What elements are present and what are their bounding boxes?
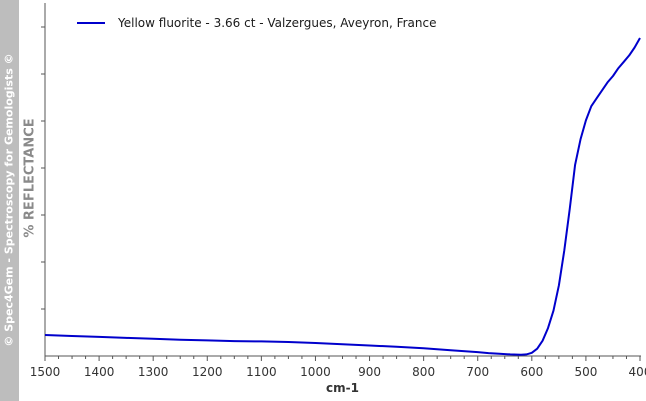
x-axis-label: cm-1 [326,381,359,395]
series-line [44,37,641,356]
legend: Yellow fluorite - 3.66 ct - Valzergues, … [77,16,436,30]
x-tick-label: 600 [520,365,543,379]
axes [44,3,641,357]
x-tick-label: 1200 [192,365,223,379]
x-tick-label: 500 [574,365,597,379]
x-tick-label: 900 [358,365,381,379]
x-tick-label: 1000 [300,365,331,379]
x-tick-label: 800 [412,365,435,379]
x-ticks: 1500 1400 1300 1200 1100 1000 900 800 700 600 500 4… [30,356,646,379]
legend-label: Yellow fluorite - 3.66 ct - Valzergues, … [117,16,436,30]
x-tick-label: 1500 [30,365,61,379]
x-tick-label: 1100 [246,365,277,379]
x-tick-label: 1300 [138,365,169,379]
x-tick-label: 400 [629,365,646,379]
watermark-bar: © Spec4Gem - Spectroscopy for Gemologist… [0,0,19,401]
x-tick-label: 700 [466,365,489,379]
y-ticks [41,26,45,310]
x-tick-label: 1400 [84,365,115,379]
series-group [44,37,641,356]
